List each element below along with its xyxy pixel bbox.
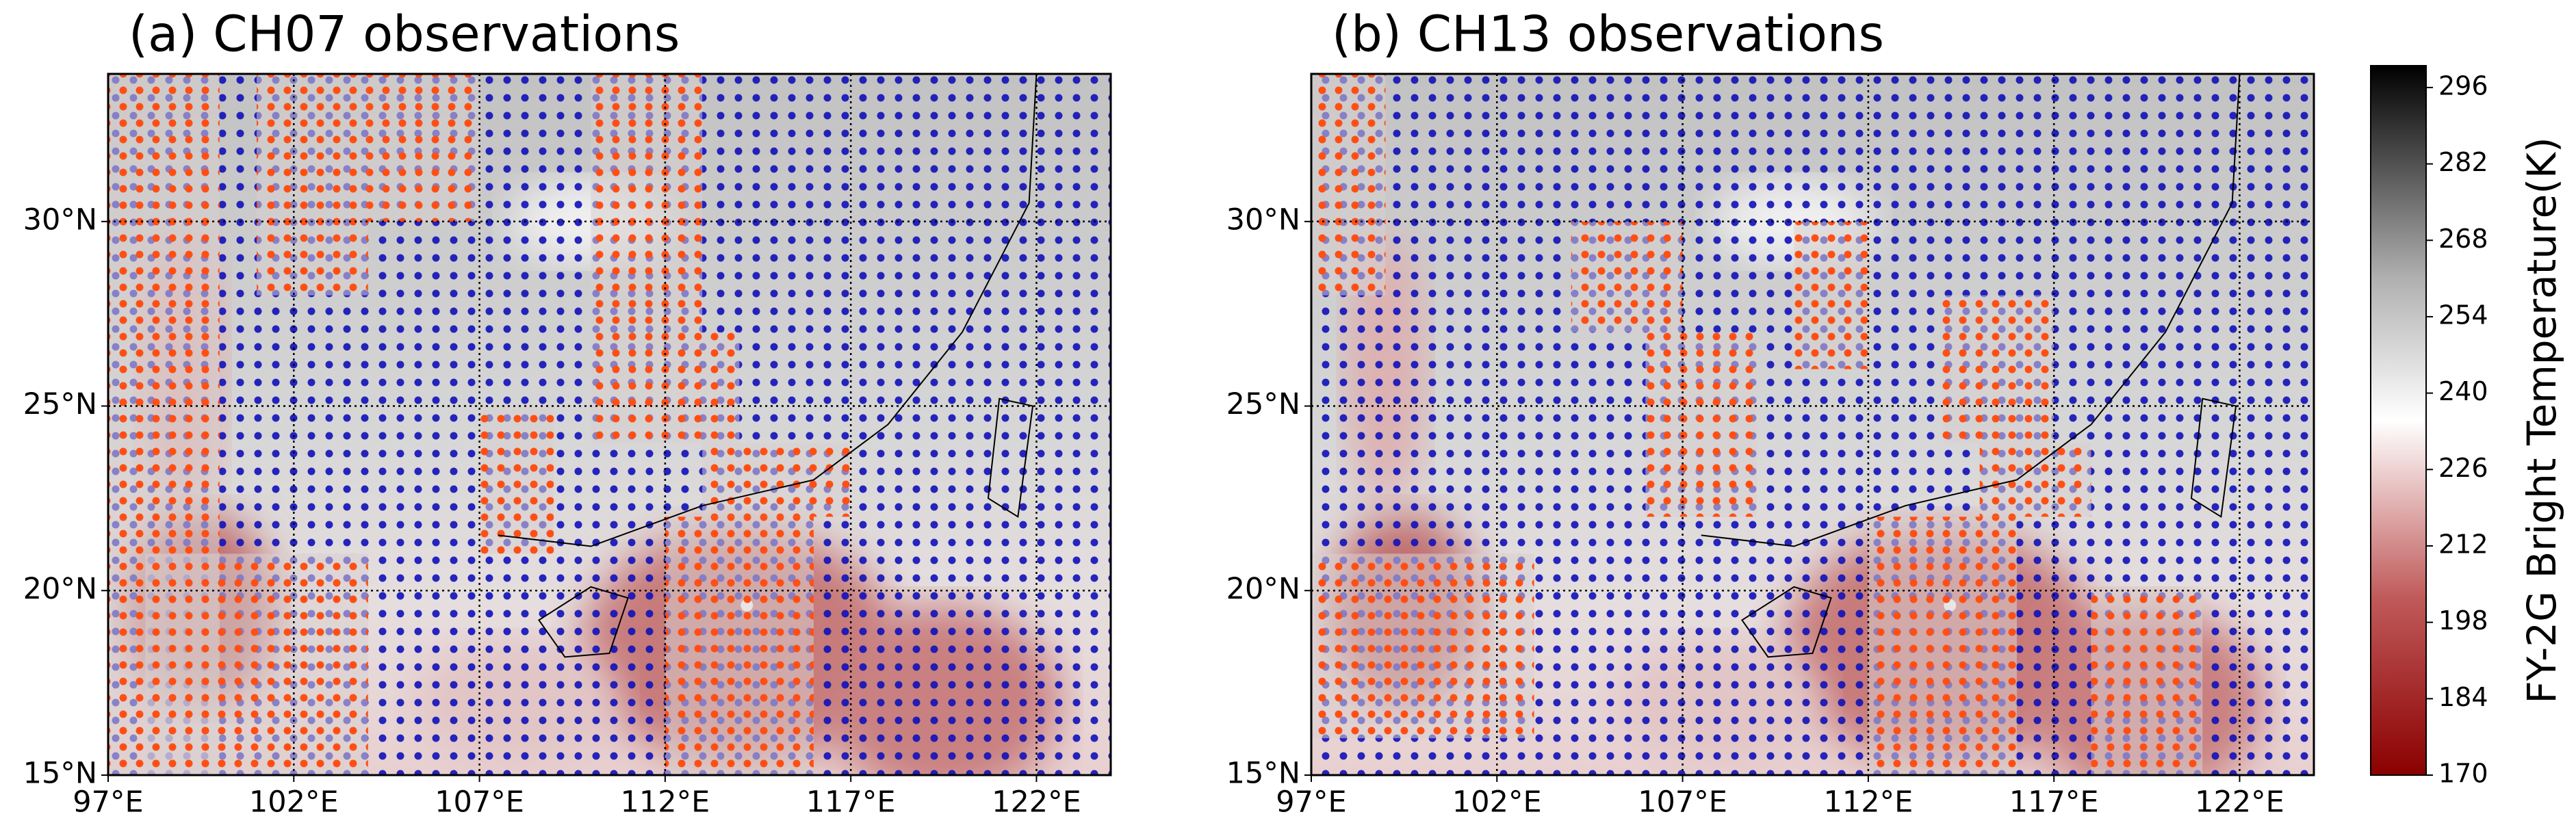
obs-orange (591, 74, 703, 332)
obs-orange (1979, 443, 2091, 517)
colorbar-tick-label: 170 (2438, 759, 2488, 789)
colorbar-tick-label: 282 (2438, 147, 2488, 177)
obs-orange (368, 74, 480, 222)
obs-orange (479, 406, 554, 554)
y-tick-label: 30°N (23, 203, 97, 237)
obs-orange (257, 74, 368, 296)
obs-orange (665, 517, 814, 775)
obs-orange (2091, 590, 2203, 775)
colorbar-tick-label: 240 (2438, 376, 2488, 406)
x-tick-label: 112°E (621, 785, 710, 820)
obs-orange (1571, 221, 1683, 332)
y-tick-label: 15°N (23, 757, 97, 791)
colorbar-tick-label: 212 (2438, 529, 2488, 559)
y-tick-label: 25°N (1226, 387, 1300, 421)
x-tick-label: 117°E (806, 785, 896, 820)
colorbar-tick-label: 254 (2438, 300, 2488, 330)
x-tick-label: 97°E (73, 785, 143, 820)
island (537, 586, 629, 658)
obs-orange (1645, 332, 1757, 517)
map-frame (1310, 73, 2315, 776)
colorbar (2370, 65, 2427, 776)
colorbar-tick-label: 226 (2438, 453, 2488, 483)
x-tick-label: 107°E (1638, 785, 1727, 820)
panel-title: (b) CH13 observations (1332, 5, 1884, 63)
colorbar-tick-label: 268 (2438, 224, 2488, 254)
y-tick-label: 15°N (1226, 757, 1300, 791)
obs-orange (1311, 553, 1534, 739)
colorbar-tick-label: 198 (2438, 605, 2488, 636)
x-tick-label: 122°E (992, 785, 1081, 820)
map-panel (1311, 74, 2314, 775)
y-tick-label: 20°N (1226, 572, 1300, 606)
x-tick-label: 112°E (1824, 785, 1914, 820)
y-tick-label: 30°N (1226, 203, 1300, 237)
colorbar-tick-label: 184 (2438, 682, 2488, 712)
colorbar-label: FY-2G Bright Temperature(K) (2519, 137, 2565, 703)
obs-orange (1311, 74, 1386, 296)
obs-orange (1868, 517, 2017, 775)
y-tick-label: 20°N (23, 572, 97, 606)
obs-orange (145, 553, 368, 775)
y-tick-label: 25°N (23, 387, 97, 421)
panel-title: (a) CH07 observations (129, 5, 680, 63)
island (2190, 397, 2237, 519)
x-tick-label: 117°E (2009, 785, 2099, 820)
island (1740, 586, 1832, 658)
x-tick-label: 107°E (435, 785, 524, 820)
x-tick-label: 122°E (2195, 785, 2284, 820)
x-tick-label: 102°E (249, 785, 339, 820)
x-tick-label: 102°E (1452, 785, 1542, 820)
obs-orange (1942, 295, 2055, 443)
obs-orange (702, 443, 851, 517)
obs-orange (1794, 221, 1868, 369)
map-panel (108, 74, 1111, 775)
island (987, 397, 1034, 519)
map-frame (107, 73, 1112, 776)
colorbar-tick-label: 296 (2438, 70, 2488, 101)
x-tick-label: 97°E (1276, 785, 1346, 820)
